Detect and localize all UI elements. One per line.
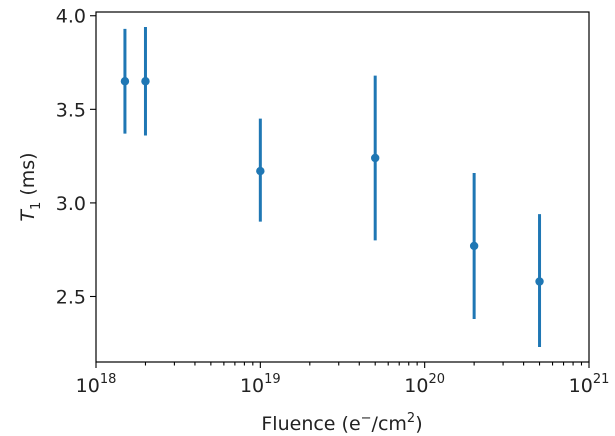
x-tick-label-0: 1018 bbox=[76, 372, 117, 397]
y-tick-label-0: 2.5 bbox=[56, 286, 86, 308]
data-point-5 bbox=[535, 277, 544, 286]
x-tick-label-3: 1021 bbox=[569, 372, 610, 397]
y-tick-label-2: 3.5 bbox=[56, 99, 86, 121]
plot-area bbox=[120, 26, 544, 348]
y-axis-title: T1 (ms) bbox=[17, 152, 44, 221]
data-point-3 bbox=[370, 153, 380, 163]
plot-frame bbox=[95, 11, 590, 363]
data-point-0 bbox=[120, 77, 130, 86]
data-point-2 bbox=[256, 166, 265, 176]
y-tick-label-1: 3.0 bbox=[56, 193, 86, 215]
x-axis-title: Fluence (e−/cm2) bbox=[261, 411, 422, 435]
data-point-1 bbox=[141, 77, 150, 86]
axis-ticks: 2.5 3.0 3.5 4.0 1018 1019 1020 1021 bbox=[56, 6, 610, 397]
x-tick-label-1: 1019 bbox=[240, 372, 281, 397]
x-tick-label-2: 1020 bbox=[404, 372, 445, 397]
y-tick-label-3: 4.0 bbox=[56, 6, 86, 28]
data-point-4 bbox=[469, 241, 479, 251]
